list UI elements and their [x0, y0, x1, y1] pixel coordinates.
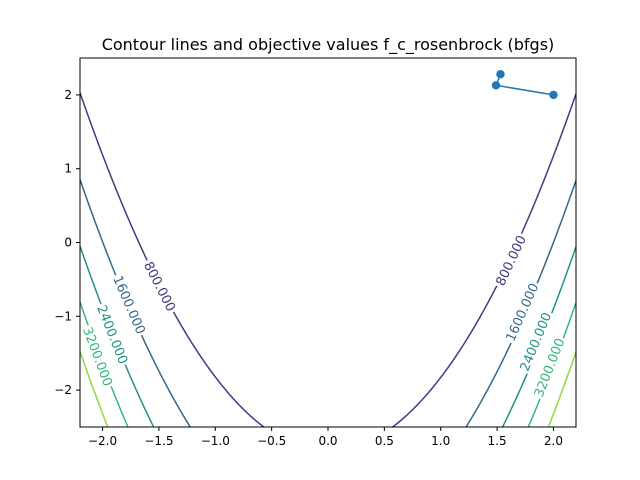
- x-tick-label: 0.5: [375, 434, 394, 448]
- path-marker: [496, 70, 505, 79]
- contour-label-mask: [78, 323, 115, 390]
- contour-label-mask: [503, 279, 543, 346]
- contour-label-mask: [139, 257, 179, 316]
- x-tick-label: 2.0: [544, 434, 563, 448]
- x-tick-label: 1.5: [488, 434, 507, 448]
- contour-line-1600-lower: [80, 179, 576, 427]
- x-tick-label: −1.5: [144, 434, 173, 448]
- axes: −2.0 −1.5 −1.0 −0.5 0.0 0.5 1.0 1.5 2.0 −2 −1 0 1 2: [54, 88, 563, 448]
- x-tick-label: −1.0: [201, 434, 230, 448]
- x-tick-label: −0.5: [257, 434, 286, 448]
- x-tick-label: 1.0: [431, 434, 450, 448]
- x-tick-label: 0.0: [318, 434, 337, 448]
- y-tick-label: 0: [64, 236, 72, 250]
- chart-title: Contour lines and objective values f_c_r…: [102, 35, 555, 55]
- contour-label-mask: [493, 231, 531, 291]
- contour-line-2400-lower: [80, 245, 576, 427]
- y-tick-label: 1: [64, 162, 72, 176]
- contour-line-4000-lower: [80, 351, 576, 427]
- contour-label-mask: [517, 309, 556, 375]
- x-tick-label: −2.0: [88, 434, 117, 448]
- contour-label-mask: [531, 335, 569, 401]
- y-tick-label: −2: [54, 383, 72, 397]
- path-marker: [549, 90, 558, 100]
- contour-label-mask: [109, 272, 148, 338]
- optimizer-path: [491, 70, 558, 100]
- contour-label-mask: [93, 301, 131, 368]
- path-marker: [491, 81, 501, 90]
- y-tick-label: −1: [54, 309, 72, 323]
- y-tick-label: 2: [64, 88, 72, 102]
